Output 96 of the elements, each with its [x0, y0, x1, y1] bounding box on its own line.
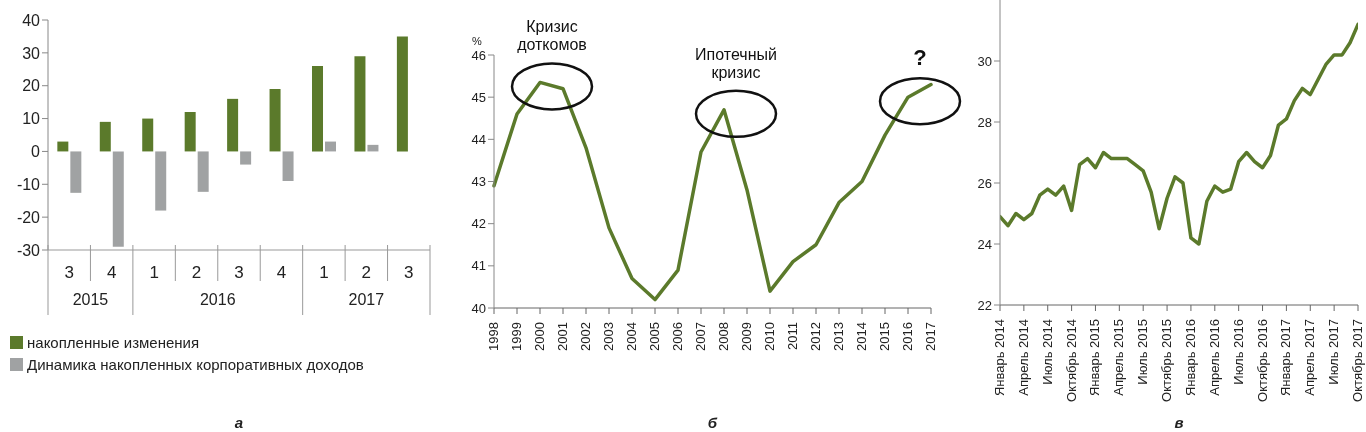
- x-tick-label: Июль 2015: [1135, 319, 1151, 385]
- bar: [70, 151, 82, 193]
- x-tick-label: 2012: [808, 322, 823, 351]
- x-tick-label: Январь 2017: [1278, 319, 1294, 397]
- bar: [282, 151, 294, 181]
- y-tick-label: 22: [977, 297, 992, 313]
- x-tick-label: 2007: [693, 322, 708, 351]
- x-tick-label: Июль 2017: [1326, 319, 1342, 385]
- bar: [184, 112, 196, 152]
- text: 2016: [199, 291, 236, 308]
- x-tick-label: Апрель 2016: [1206, 319, 1222, 396]
- y-tick-label: 46: [471, 47, 486, 63]
- bar: [240, 151, 252, 165]
- y-tick-label: 44: [471, 131, 486, 147]
- bar: [155, 151, 167, 211]
- y-tick-label: 43: [471, 174, 486, 190]
- x-tick-label: 4: [276, 263, 287, 283]
- bar: [142, 118, 154, 152]
- x-tick-label: 2014: [854, 322, 869, 351]
- text: 2017: [348, 291, 385, 308]
- x-tick-label: 3: [234, 263, 244, 283]
- annotation: ?: [913, 45, 927, 71]
- bar: [396, 36, 408, 152]
- bar: [325, 141, 336, 152]
- x-tick-label: Апрель 2017: [1302, 319, 1318, 396]
- text: в: [1173, 414, 1185, 431]
- x-tick-label: Январь 2015: [1087, 319, 1103, 397]
- x-tick-label: 2011: [785, 322, 800, 350]
- text: 2015: [72, 291, 109, 308]
- y-tick-label: 45: [471, 89, 486, 105]
- x-tick-label: 1998: [486, 322, 501, 351]
- y-tick-label: 42: [471, 216, 486, 232]
- x-tick-label: Октябрь 2014: [1063, 319, 1079, 402]
- x-tick-label: 2009: [739, 322, 754, 351]
- x-tick-label: 1: [319, 263, 329, 283]
- y-tick-label: 10: [22, 110, 41, 128]
- x-tick-label: 2004: [624, 322, 639, 351]
- y-tick-label: 30: [22, 44, 41, 62]
- x-tick-label: 2008: [716, 322, 731, 351]
- x-tick-label: 2: [361, 263, 372, 283]
- x-tick-label: 2017: [923, 322, 938, 351]
- y-tick-label: 41: [471, 258, 486, 274]
- y-tick-label: 30: [977, 53, 992, 69]
- x-tick-label: Январь 2014: [992, 319, 1007, 397]
- y-tick-label: 26: [977, 175, 992, 191]
- bar: [112, 151, 124, 247]
- x-tick-label: 2: [191, 263, 202, 283]
- bar: [312, 66, 323, 152]
- y-tick-label: 40: [22, 11, 41, 29]
- bar: [269, 89, 281, 152]
- annotation: Ипотечный кризис: [695, 45, 777, 81]
- y-tick-label: 24: [977, 236, 992, 252]
- x-tick-label: 3: [64, 263, 74, 283]
- x-tick-label: Октябрь 2015: [1159, 319, 1175, 402]
- y-tick-label: -20: [16, 208, 41, 226]
- x-tick-label: 3: [404, 263, 414, 283]
- y-tick-label: 40: [471, 300, 486, 316]
- bar: [99, 121, 111, 152]
- x-tick-label: 1999: [509, 322, 524, 351]
- text: а: [233, 414, 245, 431]
- line-series: [492, 80, 933, 302]
- y-axis-title: %: [472, 35, 483, 47]
- y-tick-label: 0: [31, 143, 41, 161]
- x-tick-label: Апрель 2014: [1015, 319, 1031, 396]
- bar: [354, 56, 366, 152]
- legend-label: Динамика накопленных корпоративных доходов: [27, 355, 364, 373]
- x-tick-label: 2013: [831, 322, 846, 351]
- x-tick-label: 2000: [532, 322, 547, 351]
- x-tick-label: 2006: [670, 322, 685, 351]
- annotation: Кризис доткомов: [517, 18, 587, 54]
- bar: [197, 151, 209, 192]
- y-tick-label: -30: [16, 241, 41, 259]
- x-tick-label: 2016: [900, 322, 915, 351]
- legend-label: накопленные изменения: [27, 333, 200, 351]
- x-tick-label: Январь 2016: [1182, 319, 1198, 397]
- x-tick-label: 1: [149, 263, 159, 283]
- line-series: [1000, 22, 1358, 246]
- y-tick-label: 20: [22, 77, 41, 95]
- x-tick-label: Октябрь 2016: [1254, 319, 1270, 402]
- x-tick-label: Октябрь 2017: [1350, 319, 1365, 402]
- x-tick-label: Апрель 2015: [1111, 319, 1127, 396]
- bar: [227, 98, 239, 152]
- text: б: [706, 414, 719, 431]
- x-tick-label: Июль 2016: [1230, 319, 1246, 385]
- y-tick-label: -10: [16, 175, 41, 193]
- x-tick-label: Июль 2014: [1039, 319, 1055, 385]
- x-tick-label: 2002: [578, 322, 593, 351]
- x-tick-label: 4: [106, 263, 117, 283]
- x-tick-label: 2010: [762, 322, 777, 351]
- x-tick-label: 2015: [877, 322, 892, 351]
- y-tick-label: 28: [977, 114, 992, 130]
- x-tick-label: 2003: [601, 322, 616, 351]
- bar: [367, 144, 379, 152]
- x-tick-label: 2001: [555, 322, 570, 351]
- bar: [57, 141, 69, 152]
- x-tick-label: 2005: [647, 322, 662, 351]
